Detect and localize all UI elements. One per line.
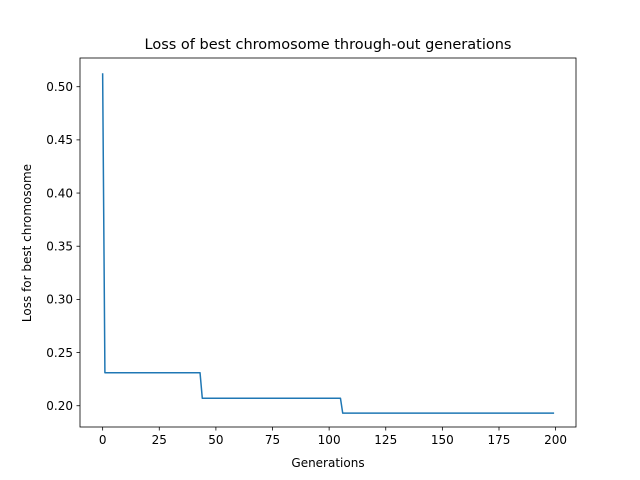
x-tick-label-25: 25 <box>152 433 167 447</box>
series-line-0 <box>101 73 555 414</box>
x-tick-label-125: 125 <box>374 433 397 447</box>
y-tick-label-0.30: 0.30 <box>46 293 73 307</box>
chart-title: Loss of best chromosome through-out gene… <box>145 37 512 53</box>
x-tick-label-150: 150 <box>431 433 454 447</box>
y-tick-label-0.20: 0.20 <box>46 399 73 413</box>
plot-area: 0 25 50 75 100 125 150 175 200 0.20 0.25 0.30 0.35 0.… <box>46 57 577 447</box>
x-tick-label-50: 50 <box>208 433 223 447</box>
y-tick-label-0.25: 0.25 <box>46 346 73 360</box>
x-tick-label-175: 175 <box>488 433 511 447</box>
y-tick-label-0.40: 0.40 <box>46 186 73 200</box>
y-tick-label-0.45: 0.45 <box>46 133 73 147</box>
x-tick-label-0: 0 <box>99 433 107 447</box>
y-tick-label-0.50: 0.50 <box>46 80 73 94</box>
axes-frame <box>79 57 577 428</box>
x-tick-label-200: 200 <box>544 433 567 447</box>
y-axis-label: Loss for best chromosome <box>20 164 34 322</box>
x-tick-label-75: 75 <box>265 433 280 447</box>
x-tick-label-100: 100 <box>318 433 341 447</box>
y-tick-label-0.35: 0.35 <box>46 240 73 254</box>
x-axis-label: Generations <box>291 456 364 470</box>
